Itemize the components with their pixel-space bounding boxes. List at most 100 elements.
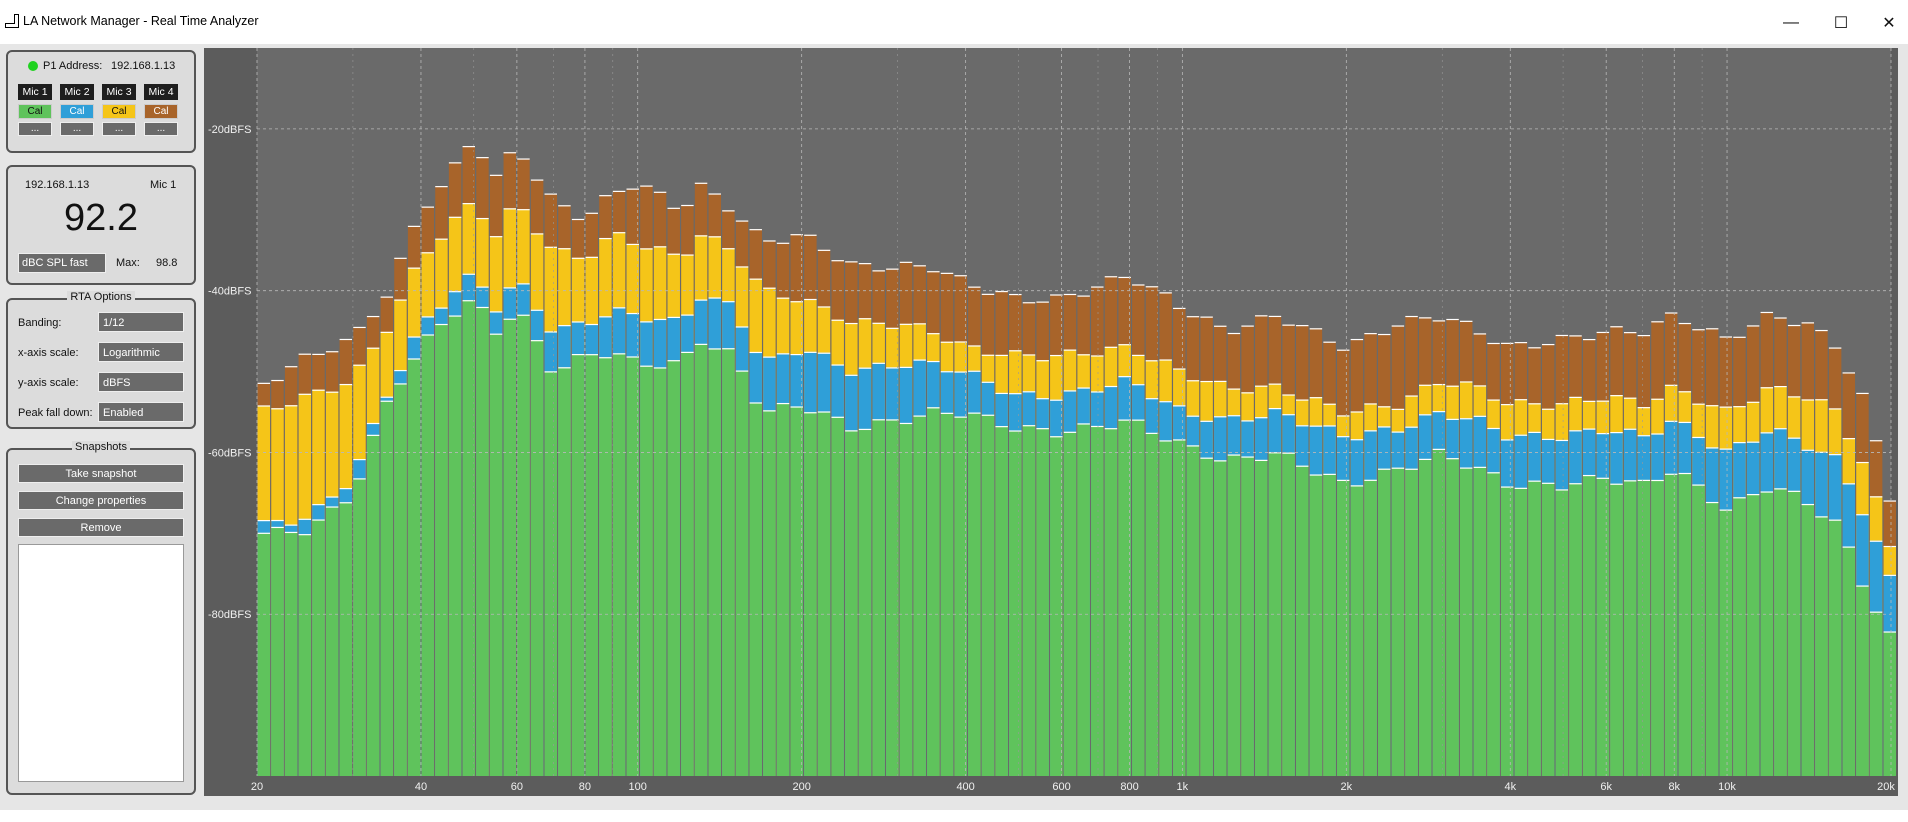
mic-3-more-button[interactable]: ... (102, 122, 136, 136)
bar-mic-1 (380, 400, 394, 776)
bar-mic-1 (571, 354, 585, 776)
x-tick-label: 40 (415, 781, 427, 793)
yscale-label: y-axis scale: (18, 377, 79, 389)
bar-mic-1 (1063, 431, 1077, 776)
rta-options-title: RTA Options (67, 291, 135, 303)
x-tick-label: 4k (1504, 781, 1516, 793)
bar-mic-1 (1337, 479, 1350, 776)
bar-mic-1 (517, 314, 530, 776)
mic-2-cal-button[interactable]: Cal (60, 104, 94, 119)
bar-mic-1 (1350, 485, 1364, 776)
bar-mic-1 (1678, 473, 1692, 776)
bar-mic-1 (1582, 475, 1596, 776)
bar-mic-1 (804, 412, 817, 776)
bar-mic-1 (1815, 516, 1828, 776)
meter-address: 192.168.1.13 (25, 179, 90, 191)
bar-mic-1 (694, 343, 708, 776)
bar-mic-1 (899, 422, 913, 776)
bar-mic-1 (1132, 419, 1145, 776)
bottom-strip (0, 810, 1908, 822)
minimize-button[interactable]: — (1783, 14, 1799, 31)
bar-mic-1 (708, 348, 721, 776)
bar-mic-1 (1692, 484, 1705, 776)
bar-mic-1 (1555, 489, 1569, 776)
xscale-label: x-axis scale: (18, 347, 79, 359)
mic-2-button[interactable]: Mic 2 (60, 84, 94, 100)
mic-3-button[interactable]: Mic 3 (102, 84, 136, 100)
mic-4-more-button[interactable]: ... (144, 122, 178, 136)
x-tick-label: 10k (1718, 781, 1736, 793)
y-tick-label: -20dBFS (208, 124, 251, 136)
mic-4-button[interactable]: Mic 4 (144, 84, 178, 100)
banding-select[interactable]: 1/12 (98, 312, 184, 332)
y-tick-label: -60dBFS (208, 447, 251, 459)
bar-mic-1 (558, 367, 571, 776)
meter-mic: Mic 1 (150, 179, 177, 191)
mic-4-cal-button[interactable]: Cal (144, 104, 178, 119)
x-tick-label: 20k (1877, 781, 1895, 793)
bar-mic-1 (599, 357, 612, 776)
snapshot-list[interactable] (18, 544, 184, 782)
bar-mic-1 (1214, 460, 1227, 776)
bar-mic-1 (927, 407, 940, 776)
mic-3-cal-button[interactable]: Cal (102, 104, 136, 119)
spl-mode-button[interactable]: dBC SPL fast (18, 253, 106, 273)
bar-mic-1 (1378, 468, 1391, 776)
mic-1-cal-button[interactable]: Cal (18, 104, 52, 119)
bar-mic-1 (1186, 445, 1200, 776)
yscale-select[interactable]: dBFS (98, 372, 184, 392)
bar-mic-1 (1883, 631, 1897, 776)
bar-mic-1 (913, 415, 926, 776)
bar-mic-1 (858, 428, 872, 776)
xscale-select[interactable]: Logarithmic (98, 342, 184, 362)
bar-mic-1 (886, 419, 899, 776)
close-button[interactable]: ✕ (1882, 15, 1896, 32)
max-label: Max: (116, 257, 140, 269)
bar-mic-1 (476, 306, 489, 776)
banding-label: Banding: (18, 317, 62, 329)
bar-mic-1 (1200, 457, 1213, 776)
bar-mic-1 (1255, 459, 1268, 776)
mic-1-button[interactable]: Mic 1 (18, 84, 52, 100)
peak-select[interactable]: Enabled (98, 402, 184, 422)
bar-mic-1 (831, 416, 844, 776)
bar-mic-1 (1760, 491, 1774, 776)
remove-snapshot-button[interactable]: Remove (18, 518, 184, 537)
maximize-button[interactable]: ☐ (1833, 15, 1849, 32)
bar-mic-1 (1869, 611, 1883, 776)
x-tick-label: 200 (792, 781, 810, 793)
bar-mic-1 (640, 365, 653, 776)
mic-2-more-button[interactable]: ... (60, 122, 94, 136)
bar-mic-1 (763, 410, 776, 776)
bar-mic-1 (1637, 479, 1651, 776)
bar-mic-1 (1118, 419, 1131, 776)
bar-mic-1 (325, 506, 339, 776)
x-tick-label: 80 (579, 781, 591, 793)
bar-mic-1 (421, 334, 435, 776)
title-bar: LA Network Manager - Real Time Analyzer … (0, 0, 1908, 44)
bar-mic-1 (1528, 480, 1541, 776)
bar-mic-1 (1733, 497, 1746, 776)
bar-mic-1 (1432, 448, 1446, 776)
x-tick-label: 8k (1668, 781, 1680, 793)
bar-mic-1 (1077, 423, 1090, 776)
bar-mic-1 (749, 402, 762, 776)
take-snapshot-button[interactable]: Take snapshot (18, 464, 184, 483)
bar-mic-1 (503, 318, 517, 776)
bar-mic-1 (448, 315, 462, 776)
bar-mic-1 (394, 383, 407, 776)
bar-mic-1 (1446, 458, 1459, 776)
x-tick-label: 800 (1120, 781, 1138, 793)
mic-1-more-button[interactable]: ... (18, 122, 52, 136)
bar-mic-1 (1623, 480, 1637, 776)
bar-mic-1 (312, 519, 325, 776)
bar-mic-1 (462, 300, 476, 776)
bar-mic-1 (1774, 488, 1787, 776)
device-panel: P1 Address: 192.168.1.13 Mic 1 Mic 2 Mic… (6, 50, 196, 153)
change-properties-button[interactable]: Change properties (18, 491, 184, 510)
bar-mic-1 (681, 351, 694, 776)
x-tick-label: 400 (956, 781, 974, 793)
bar-mic-1 (1569, 483, 1582, 776)
bar-mic-1 (271, 526, 284, 776)
bar-mic-1 (1009, 430, 1022, 776)
